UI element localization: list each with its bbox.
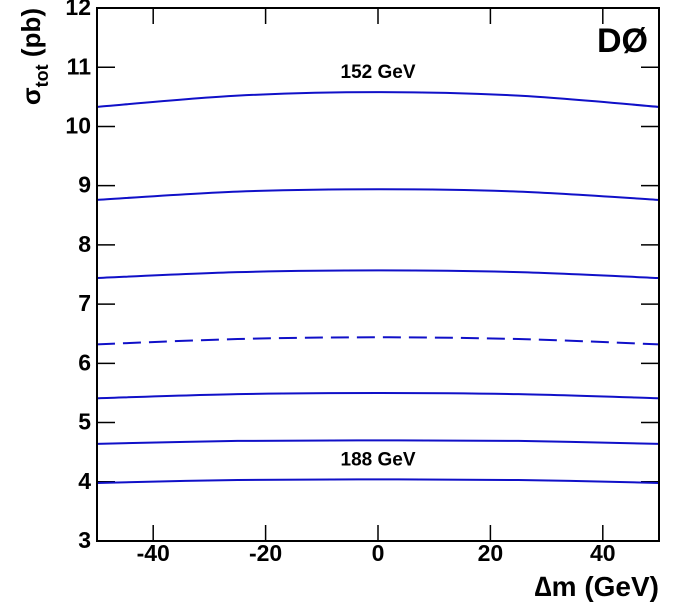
- series-line: [96, 91, 660, 108]
- series-line: [96, 439, 660, 445]
- y-tick-label: 5: [78, 409, 91, 435]
- series-line: [96, 336, 660, 346]
- y-tick-label: 12: [65, 0, 91, 20]
- y-tick-label: 9: [78, 172, 91, 198]
- series-line: [96, 391, 660, 400]
- experiment-label: DØ: [597, 22, 648, 60]
- y-tick-label: 6: [78, 349, 91, 375]
- y-tick-label: 8: [78, 231, 91, 257]
- y-tick-label: 11: [67, 53, 92, 79]
- y-tick-label: 4: [78, 468, 91, 494]
- series-label: 152 GeV: [341, 62, 416, 83]
- series-line: [96, 269, 660, 280]
- x-tick-label: 0: [372, 540, 385, 566]
- series-line: [96, 478, 660, 484]
- y-tick-label: 3: [78, 527, 91, 553]
- x-axis-label: ∆m (GeV): [535, 571, 660, 602]
- plot-frame: [96, 7, 660, 542]
- y-axis-label: σtot (pb): [16, 8, 52, 105]
- x-tick-label: -20: [249, 540, 282, 566]
- x-tick-label: -40: [137, 540, 170, 566]
- y-tick-label: 10: [65, 113, 91, 139]
- x-tick-label: 40: [590, 540, 616, 566]
- series-line: [96, 188, 660, 201]
- y-tick-label: 7: [78, 290, 91, 316]
- series-label: 188 GeV: [341, 449, 416, 470]
- x-tick-label: 20: [478, 540, 504, 566]
